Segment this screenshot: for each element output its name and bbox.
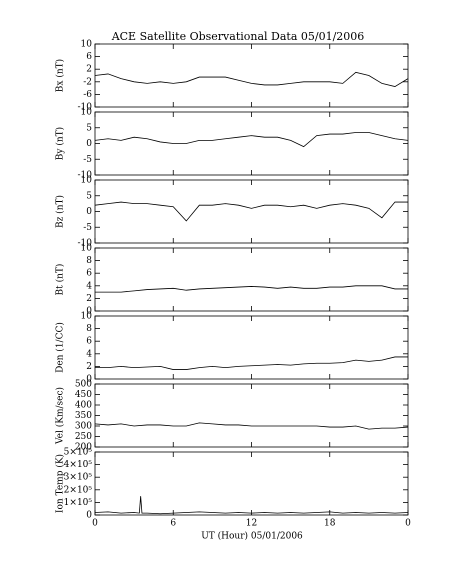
x-tick-label: 0	[405, 519, 411, 529]
data-line	[94, 132, 409, 148]
y-tick-label: 400	[75, 401, 92, 411]
y-tick-label: 2	[86, 362, 92, 372]
y-tick-label: 3×10⁵	[64, 473, 93, 483]
data-line	[94, 496, 409, 515]
y-tick-label: 2	[86, 294, 92, 304]
y-tick-label: 4×10⁵	[64, 460, 93, 470]
y-tick-label: -6	[83, 90, 92, 100]
y-tick-label: 0	[86, 511, 92, 521]
y-tick-label: 4	[86, 281, 92, 291]
y-tick-label: 8	[86, 256, 92, 266]
y-tick-label: 4	[86, 349, 92, 359]
panel-frame	[94, 111, 409, 176]
y-tick-label: -2	[83, 77, 92, 87]
y-tick-label: 2	[86, 65, 92, 75]
y-axis-label: Bt (nT)	[55, 264, 66, 296]
y-tick-label: 1×10⁵	[64, 498, 93, 508]
y-axis-label: By (nT)	[55, 127, 66, 160]
y-tick-label: -10	[78, 171, 93, 181]
panel-frame	[94, 179, 409, 244]
panel-frame	[94, 247, 409, 312]
x-tick-label: 18	[324, 519, 336, 529]
y-tick-label: 300	[75, 422, 92, 432]
y-tick-label: 10	[81, 176, 93, 186]
y-tick-label: 5	[86, 123, 92, 133]
y-tick-label: 0	[86, 139, 92, 149]
x-axis-label: UT (Hour) 05/01/2006	[201, 531, 303, 542]
y-tick-label: 6	[86, 337, 92, 347]
y-tick-label: -10	[78, 239, 93, 249]
y-tick-label: 5	[86, 191, 92, 201]
panel-frame	[94, 451, 409, 516]
y-tick-label: 5×10⁵	[64, 448, 93, 458]
data-line	[94, 422, 409, 430]
data-line	[95, 285, 408, 293]
y-axis-label: Den (1/CC)	[55, 322, 66, 373]
y-tick-label: 200	[75, 443, 92, 453]
x-tick-label: 0	[92, 519, 98, 529]
panel-frame	[94, 383, 409, 448]
y-tick-label: 2×10⁵	[64, 485, 93, 495]
y-tick-label: 8	[86, 324, 92, 334]
y-axis-label: Bx (nT)	[55, 59, 66, 92]
data-line	[94, 71, 409, 87]
data-line	[95, 356, 408, 370]
y-tick-label: 6	[86, 269, 92, 279]
y-tick-label: 250	[75, 432, 92, 442]
x-tick-label: 12	[246, 519, 257, 529]
y-tick-label: 0	[86, 307, 92, 317]
y-tick-label: -5	[83, 155, 92, 165]
x-tick-label: 6	[170, 519, 176, 529]
y-axis-label: Vel (Km/sec)	[55, 387, 66, 445]
y-tick-label: 10	[81, 244, 93, 254]
panel-frame	[94, 43, 409, 108]
y-tick-label: 500	[75, 380, 92, 390]
panel-frame	[94, 315, 409, 380]
y-tick-label: -10	[78, 103, 93, 113]
y-axis-label: Ion Temp (K)	[55, 454, 66, 513]
y-tick-label: 10	[81, 312, 93, 322]
y-tick-label: 0	[86, 207, 92, 217]
y-tick-label: 0	[86, 375, 92, 385]
data-line	[94, 201, 408, 222]
y-tick-label: 10	[81, 40, 93, 50]
y-tick-label: 6	[86, 52, 92, 62]
y-tick-label: 10	[81, 108, 93, 118]
y-tick-label: -5	[83, 223, 92, 233]
chart-title: ACE Satellite Observational Data 05/01/2…	[111, 30, 365, 43]
y-tick-label: 350	[75, 411, 92, 421]
y-axis-label: Bz (nT)	[55, 195, 66, 228]
y-tick-label: 450	[75, 390, 92, 400]
